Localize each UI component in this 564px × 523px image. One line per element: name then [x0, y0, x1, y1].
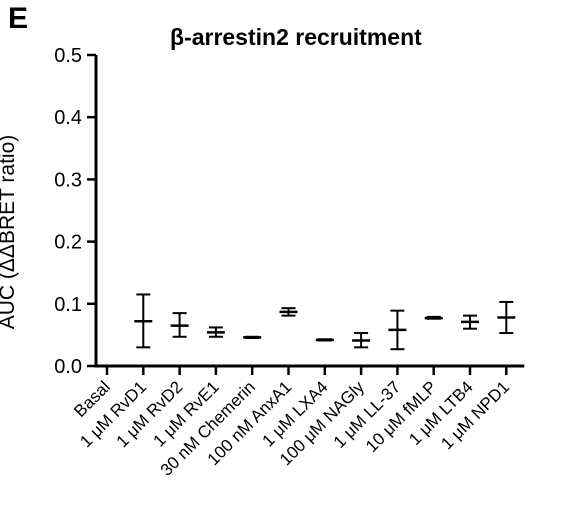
data-point — [206, 326, 225, 338]
data-point — [352, 332, 371, 349]
data-point — [388, 309, 407, 351]
data-point — [461, 314, 479, 330]
data-point — [315, 338, 334, 342]
data-point — [243, 335, 262, 340]
y-tick-label: 0.0 — [54, 356, 82, 378]
data-point — [279, 307, 298, 317]
y-tick-label: 0.2 — [54, 232, 82, 254]
data-point — [134, 293, 153, 349]
data-point — [170, 312, 189, 338]
y-tick-label: 0.3 — [54, 169, 82, 191]
panel-label: E — [8, 2, 29, 35]
chart-title: β-arrestin2 recruitment — [170, 24, 422, 50]
y-tick-label: 0.4 — [54, 107, 82, 129]
data-point — [424, 315, 443, 320]
y-tick-label: 0.5 — [54, 45, 82, 67]
data-point — [497, 300, 516, 335]
y-tick-label: 0.1 — [54, 294, 82, 316]
